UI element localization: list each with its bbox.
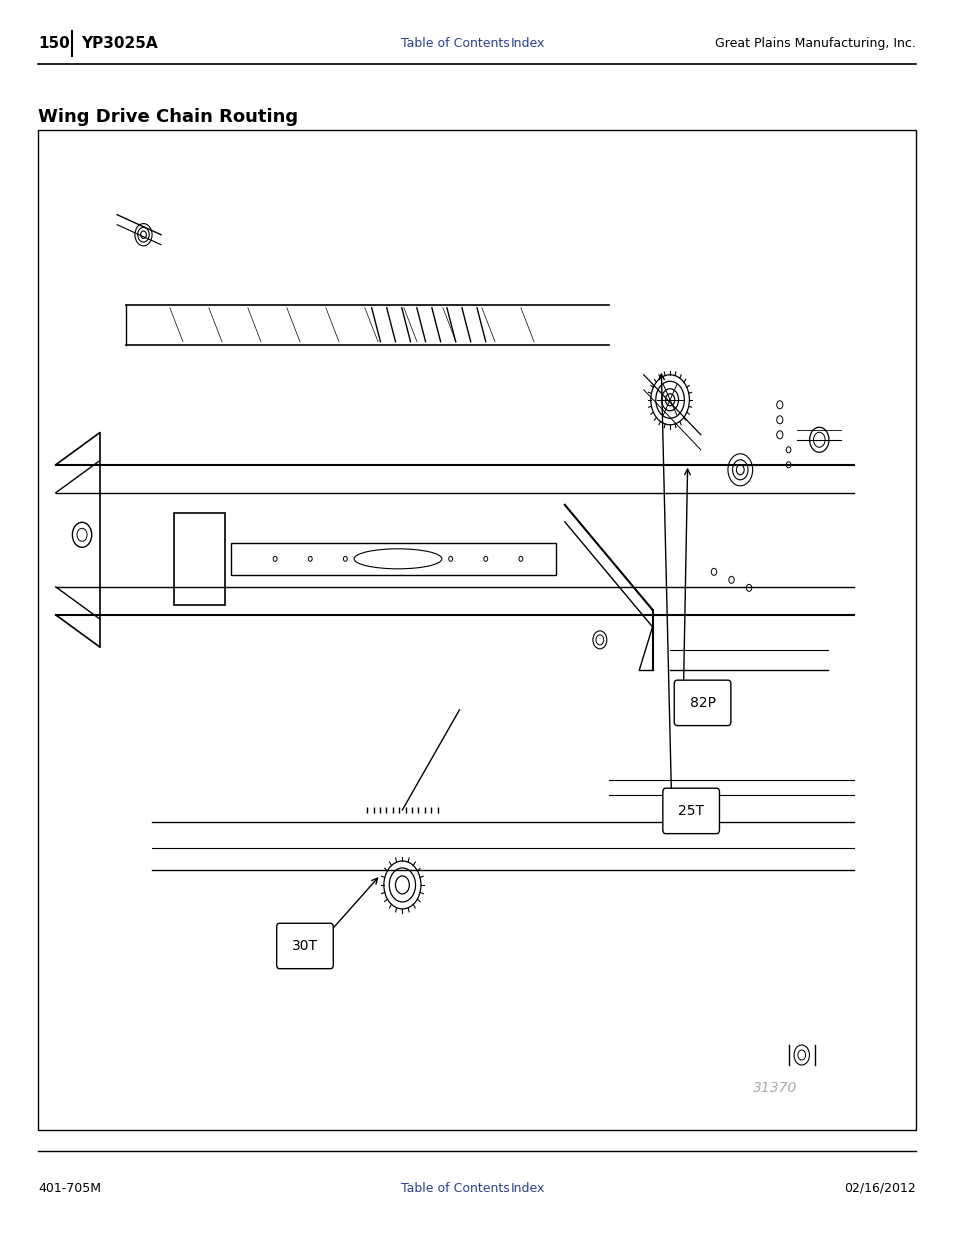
Text: Table of Contents: Table of Contents [400,1182,509,1194]
Bar [38,130,915,1130]
Text: 25T: 25T [678,804,703,818]
Bar [174,513,225,605]
Text: YP3025A: YP3025A [81,36,157,51]
Text: Wing Drive Chain Routing: Wing Drive Chain Routing [38,109,298,126]
Text: Table of Contents: Table of Contents [400,37,509,49]
FancyBboxPatch shape [674,680,730,726]
Text: 02/16/2012: 02/16/2012 [843,1182,915,1194]
FancyBboxPatch shape [662,788,719,834]
Text: 150: 150 [38,36,70,51]
Text: Index: Index [510,37,544,49]
Text: 30T: 30T [292,939,317,953]
Text: 401-705M: 401-705M [38,1182,101,1194]
Text: 82P: 82P [689,695,715,710]
Text: Great Plains Manufacturing, Inc.: Great Plains Manufacturing, Inc. [714,37,915,49]
Bar [231,543,556,574]
FancyBboxPatch shape [276,924,333,968]
Text: Index: Index [510,1182,544,1194]
Ellipse shape [354,548,441,569]
Text: 31370: 31370 [753,1081,797,1095]
